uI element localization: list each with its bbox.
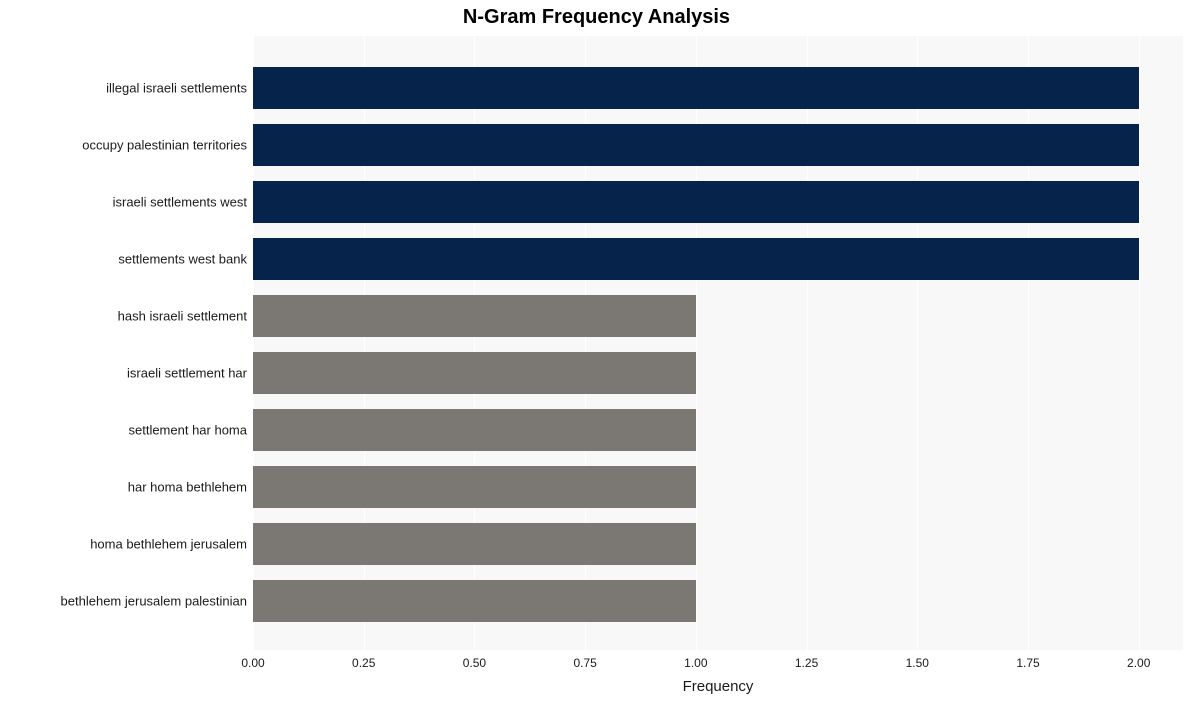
gridline bbox=[1139, 36, 1140, 650]
ngram-frequency-chart: N-Gram Frequency Analysis Frequency 0.00… bbox=[0, 0, 1193, 701]
bar bbox=[253, 124, 1139, 166]
x-tick-label: 0.50 bbox=[463, 650, 486, 670]
plot-area: Frequency 0.000.250.500.751.001.251.501.… bbox=[253, 36, 1183, 650]
bar bbox=[253, 181, 1139, 223]
bar bbox=[253, 238, 1139, 280]
bar bbox=[253, 67, 1139, 109]
x-tick-label: 0.25 bbox=[352, 650, 375, 670]
x-axis-title: Frequency bbox=[253, 678, 1183, 695]
y-category-label: israeli settlement har bbox=[127, 367, 253, 380]
x-tick-label: 1.25 bbox=[795, 650, 818, 670]
bar bbox=[253, 466, 696, 508]
y-category-label: hash israeli settlement bbox=[118, 310, 253, 323]
x-tick-label: 1.00 bbox=[684, 650, 707, 670]
y-category-label: israeli settlements west bbox=[113, 196, 253, 209]
bar bbox=[253, 580, 696, 622]
y-category-label: homa bethlehem jerusalem bbox=[90, 538, 253, 551]
x-tick-label: 0.75 bbox=[573, 650, 596, 670]
y-category-label: har homa bethlehem bbox=[128, 481, 253, 494]
x-tick-label: 0.00 bbox=[241, 650, 264, 670]
bar bbox=[253, 523, 696, 565]
bar bbox=[253, 352, 696, 394]
x-tick-label: 1.75 bbox=[1016, 650, 1039, 670]
x-tick-label: 2.00 bbox=[1127, 650, 1150, 670]
bar bbox=[253, 409, 696, 451]
chart-title: N-Gram Frequency Analysis bbox=[0, 6, 1193, 29]
y-category-label: illegal israeli settlements bbox=[106, 82, 253, 95]
bar bbox=[253, 295, 696, 337]
y-category-label: settlement har homa bbox=[128, 424, 253, 437]
y-category-label: settlements west bank bbox=[118, 253, 253, 266]
y-category-label: bethlehem jerusalem palestinian bbox=[61, 595, 253, 608]
y-category-label: occupy palestinian territories bbox=[82, 139, 253, 152]
x-tick-label: 1.50 bbox=[906, 650, 929, 670]
